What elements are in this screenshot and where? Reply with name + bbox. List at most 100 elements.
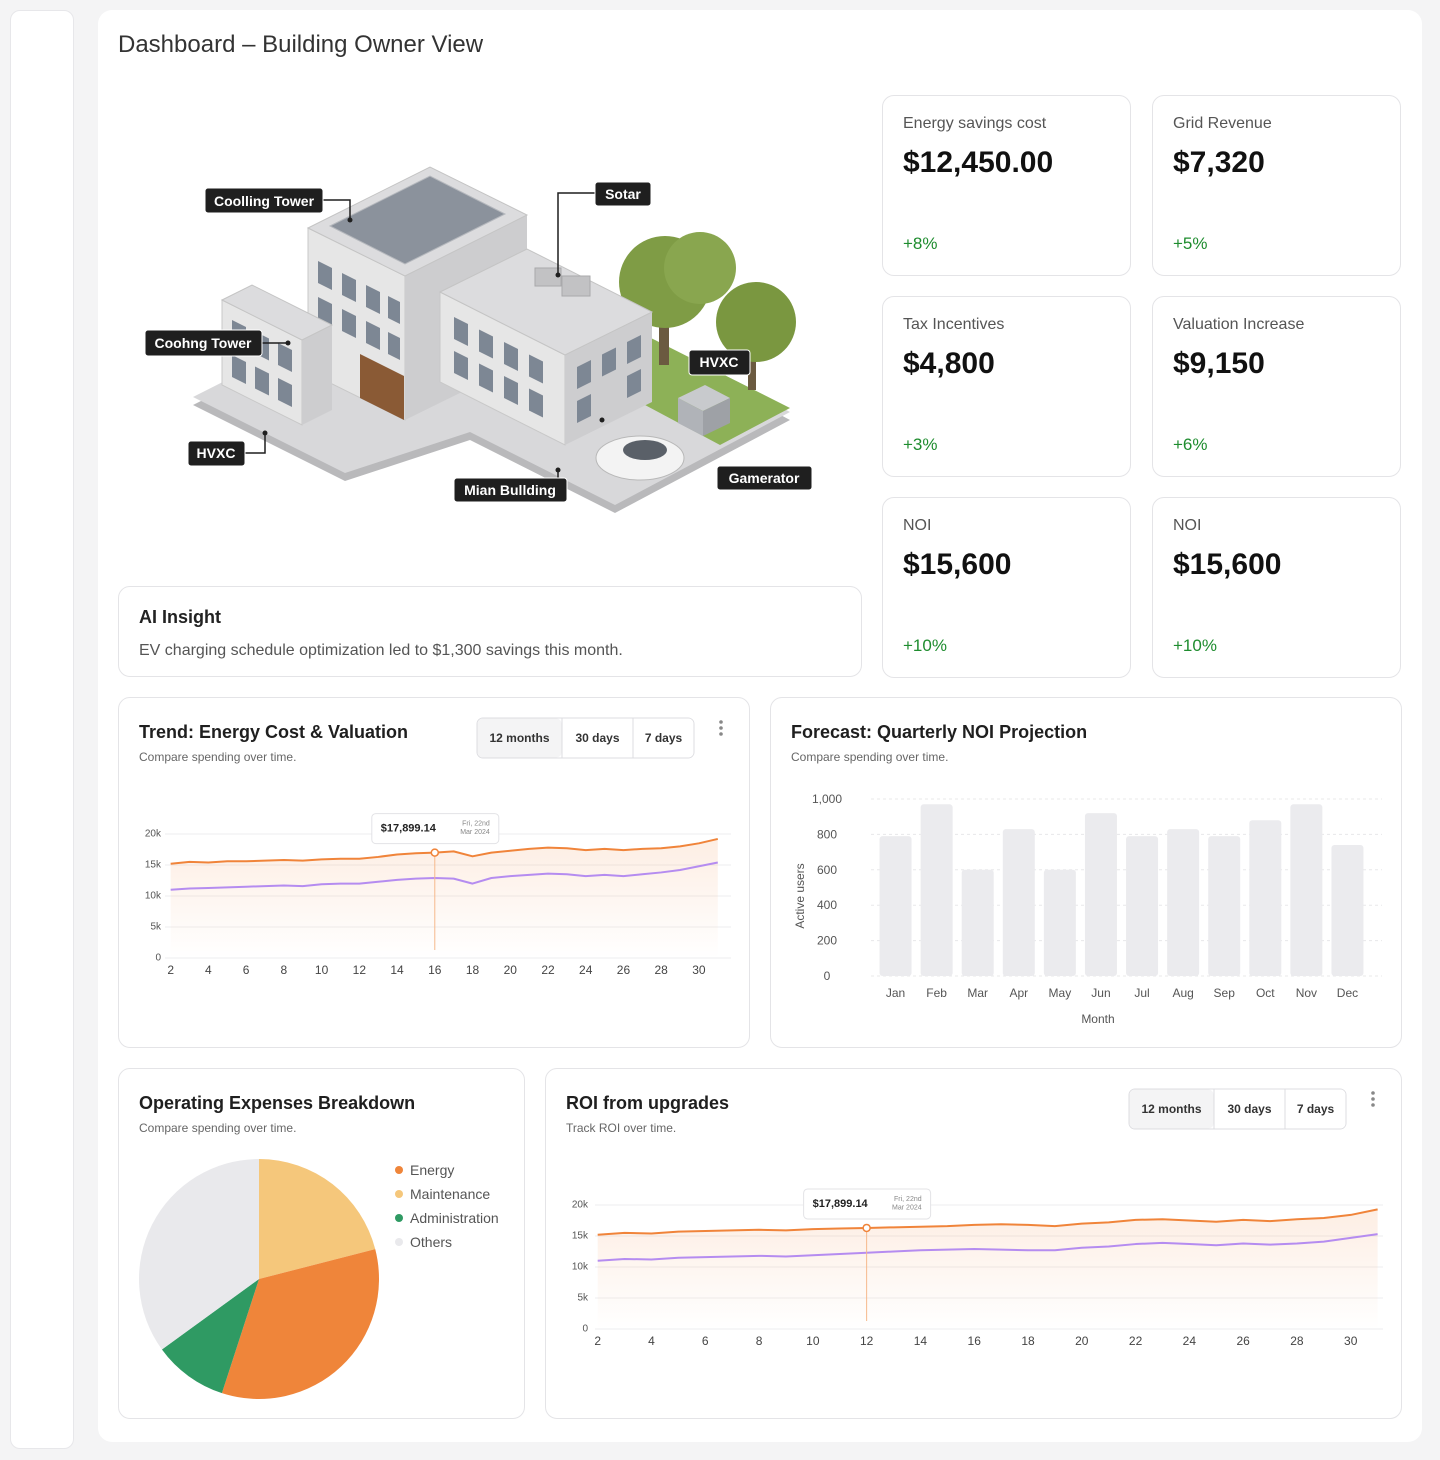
bar bbox=[1126, 836, 1159, 976]
button-bg[interactable] bbox=[1285, 1089, 1346, 1129]
chart: Trend: Energy Cost & Valuation Compare sp… bbox=[139, 717, 731, 977]
x-tick-label: Sep bbox=[1214, 986, 1236, 1000]
x-tick-label: 24 bbox=[579, 963, 593, 977]
kpi-value: $9,150 bbox=[1173, 347, 1265, 380]
building: Coolling Tower Sotar Coohng Tower HVXC H… bbox=[144, 166, 813, 513]
bar bbox=[1290, 804, 1323, 976]
insight-title: AI Insight bbox=[139, 607, 221, 627]
car-window bbox=[623, 440, 667, 460]
button-bg[interactable] bbox=[562, 718, 633, 758]
more-menu[interactable] bbox=[719, 720, 723, 736]
roof bbox=[438, 248, 654, 356]
y-tick-label: 5k bbox=[150, 922, 162, 933]
chart: Operating Expenses Breakdown Compare spen… bbox=[139, 1093, 499, 1400]
roof bbox=[220, 284, 334, 341]
x-tick-label: Jan bbox=[886, 986, 905, 1000]
y-tick-label: 15k bbox=[572, 1231, 589, 1242]
range-button[interactable]: 7 days bbox=[632, 718, 694, 758]
menu-dot[interactable] bbox=[1371, 1097, 1375, 1101]
x-tick-label: 2 bbox=[167, 963, 174, 977]
building-label: Coohng Tower bbox=[155, 335, 252, 351]
range-button[interactable]: 30 days bbox=[561, 718, 633, 758]
menu-dot[interactable] bbox=[1371, 1091, 1375, 1095]
button-bg[interactable] bbox=[633, 718, 694, 758]
more-menu[interactable] bbox=[1371, 1091, 1375, 1107]
kpi-label: Valuation Increase bbox=[1173, 316, 1305, 333]
x-tick-label: 18 bbox=[1021, 1334, 1035, 1348]
chart-card: Forecast: Quarterly NOI Projection Compar… bbox=[770, 697, 1402, 1048]
generator bbox=[678, 385, 730, 411]
kpi-change: +6% bbox=[1173, 435, 1208, 454]
x-tick-label: Dec bbox=[1337, 986, 1358, 1000]
x-tick-label: 24 bbox=[1183, 1334, 1197, 1348]
kpi-value: $7,320 bbox=[1173, 146, 1265, 179]
x-axis-label: Month bbox=[1081, 1012, 1114, 1026]
x-tick-label: Feb bbox=[926, 986, 947, 1000]
label-boxes bbox=[144, 181, 813, 503]
tooltip-box bbox=[803, 1188, 932, 1220]
button-label[interactable]: 7 days bbox=[1297, 1102, 1335, 1116]
rooftop-unit bbox=[534, 267, 562, 287]
menu-dot[interactable] bbox=[719, 726, 723, 730]
range-button[interactable]: 12 months bbox=[477, 718, 562, 758]
range-button[interactable]: 30 days bbox=[1213, 1089, 1285, 1129]
building-label: Gamerator bbox=[729, 470, 800, 486]
kpi-change: +8% bbox=[903, 234, 938, 253]
button-label[interactable]: 7 days bbox=[645, 731, 683, 745]
kpi-value: $4,800 bbox=[903, 347, 995, 380]
button-bg[interactable] bbox=[1129, 1089, 1214, 1129]
menu-dot[interactable] bbox=[1371, 1103, 1375, 1107]
button-bg[interactable] bbox=[477, 718, 562, 758]
y-tick-label: 0 bbox=[155, 953, 161, 964]
x-tick-label: 30 bbox=[692, 963, 706, 977]
range-button[interactable]: 12 months bbox=[1129, 1089, 1214, 1129]
series-line bbox=[170, 861, 718, 891]
area-shade bbox=[170, 838, 718, 958]
tooltip-date: Mar 2024 bbox=[892, 1204, 922, 1211]
button-label[interactable]: 12 months bbox=[1141, 1102, 1201, 1116]
y-tick-label: 20k bbox=[145, 829, 162, 840]
leader-lines bbox=[245, 192, 595, 478]
y-tick-label: 1,000 bbox=[812, 792, 842, 806]
windows bbox=[454, 317, 543, 418]
legend-swatch bbox=[395, 1190, 403, 1198]
kpi-label: NOI bbox=[1173, 517, 1202, 534]
x-tick-label: 10 bbox=[315, 963, 329, 977]
kpi-change: +3% bbox=[903, 435, 938, 454]
x-tick-label: 8 bbox=[756, 1334, 763, 1348]
y-tick-label: 600 bbox=[817, 863, 837, 877]
trunk bbox=[748, 345, 756, 390]
chart-title: ROI from upgrades bbox=[566, 1093, 729, 1113]
chart-title: Trend: Energy Cost & Valuation bbox=[139, 722, 408, 742]
x-tick-label: 20 bbox=[504, 963, 518, 977]
kpi-label: Grid Revenue bbox=[1173, 115, 1272, 132]
x-tick-label: 14 bbox=[914, 1334, 928, 1348]
x-tick-label: 26 bbox=[1236, 1334, 1250, 1348]
y-tick-label: 5k bbox=[577, 1293, 589, 1304]
legend-label: Administration bbox=[410, 1210, 499, 1226]
building-illustration: Coolling Tower Sotar Coohng Tower HVXC H… bbox=[144, 166, 813, 513]
menu-dot[interactable] bbox=[719, 720, 723, 724]
button-label[interactable]: 30 days bbox=[575, 731, 619, 745]
windows bbox=[577, 335, 641, 423]
x-tick-label: 6 bbox=[702, 1334, 709, 1348]
button-bg[interactable] bbox=[1214, 1089, 1285, 1129]
y-tick-label: 800 bbox=[817, 827, 837, 841]
bar bbox=[1002, 829, 1035, 976]
x-tick-label: 12 bbox=[860, 1334, 874, 1348]
kpi-label: Tax Incentives bbox=[903, 316, 1005, 333]
tree bbox=[664, 232, 736, 304]
kpi-card: Energy savings cost $12,450.00 +8% bbox=[882, 95, 1131, 276]
button-label[interactable]: 12 months bbox=[489, 731, 549, 745]
sidebar bbox=[10, 10, 74, 1449]
menu-dot[interactable] bbox=[719, 732, 723, 736]
x-tick-label: Apr bbox=[1009, 986, 1028, 1000]
bar bbox=[879, 836, 912, 976]
kpi-card: Grid Revenue $7,320 +5% bbox=[1152, 95, 1401, 276]
legend-label: Energy bbox=[410, 1162, 454, 1178]
generator bbox=[678, 398, 703, 436]
range-button[interactable]: 7 days bbox=[1284, 1089, 1346, 1129]
button-label[interactable]: 30 days bbox=[1227, 1102, 1271, 1116]
windows bbox=[318, 261, 404, 420]
